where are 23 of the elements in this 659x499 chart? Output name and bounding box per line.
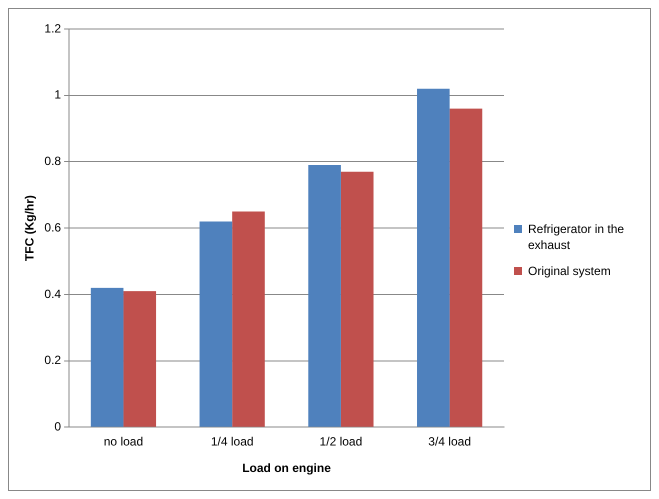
x-tick-label: no load [104,434,144,449]
bar [90,288,124,427]
y-tick-label: 1 [54,88,62,102]
x-tick-label: 3/4 load [428,434,471,449]
legend-label: Original system [528,262,611,278]
y-tick-label: 0.8 [44,154,62,168]
bar [340,172,374,427]
x-tick-label: 1/2 load [320,434,362,449]
legend-label: Refrigerator in the exhaust [528,220,626,252]
y-tick-label: 0.4 [44,286,62,301]
bar [450,108,482,427]
y-tick-label: 0.6 [44,220,62,234]
x-tick-label: 1/4 load [210,434,254,449]
y-tick-label: 0.2 [44,353,62,368]
bar [417,88,450,427]
bar [308,165,341,427]
bar [232,212,265,427]
y-tick-label: 1.2 [44,21,62,36]
y-axis-title: TFC (Kg/hr) [22,195,37,262]
bar [123,291,156,427]
bar [200,221,232,427]
y-tick-label: 0 [54,420,62,434]
x-axis-title: Load on engine [242,461,332,476]
